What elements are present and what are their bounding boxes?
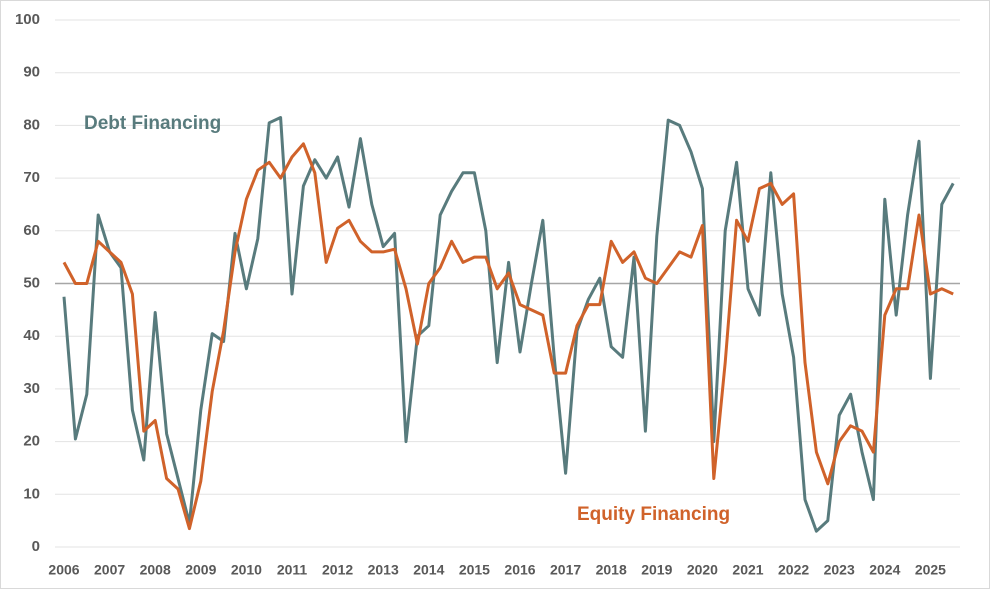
- series-line: [62, 142, 954, 531]
- x-tick-label: 2019: [641, 562, 672, 578]
- x-tick-label: 2010: [231, 562, 262, 578]
- x-tick-label: 2023: [824, 562, 855, 578]
- y-tick-label: 30: [23, 380, 40, 397]
- y-tick-label: 40: [23, 327, 40, 344]
- series-label: Equity Financing: [577, 504, 730, 525]
- x-tick-label: 2016: [504, 562, 535, 578]
- x-tick-label: 2018: [596, 562, 627, 578]
- y-tick-label: 90: [23, 64, 40, 81]
- series-line: [62, 116, 955, 533]
- x-tick-label: 2008: [140, 562, 171, 578]
- x-tick-label: 2017: [550, 562, 581, 578]
- y-tick-label: 10: [23, 485, 40, 502]
- y-tick-label: 50: [23, 274, 40, 291]
- y-tick-label: 80: [23, 116, 40, 133]
- x-tick-label: 2021: [732, 562, 763, 578]
- x-tick-label: 2006: [48, 562, 79, 578]
- y-tick-label: 0: [32, 538, 40, 555]
- x-tick-label: 2012: [322, 562, 353, 578]
- y-tick-label: 70: [23, 169, 40, 186]
- x-tick-label: 2009: [185, 562, 216, 578]
- x-tick-label: 2013: [368, 562, 399, 578]
- x-tick-label: 2024: [869, 562, 900, 578]
- y-tick-label: 60: [23, 222, 40, 239]
- x-tick-label: 2022: [778, 562, 809, 578]
- x-tick-label: 2014: [413, 562, 444, 578]
- x-tick-label: 2011: [277, 562, 308, 578]
- x-tick-label: 2007: [94, 562, 125, 578]
- x-tick-label: 2020: [687, 562, 718, 578]
- y-tick-label: 100: [15, 11, 40, 28]
- series-label: Debt Financing: [84, 113, 221, 134]
- x-tick-label: 2015: [459, 562, 490, 578]
- x-tick-label: 2025: [915, 562, 946, 578]
- y-tick-label: 20: [23, 433, 40, 450]
